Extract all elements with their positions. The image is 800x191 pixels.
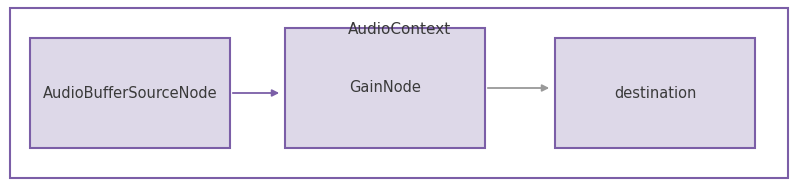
Bar xyxy=(10,8,788,178)
Text: GainNode: GainNode xyxy=(349,80,421,96)
Bar xyxy=(30,38,230,148)
Bar xyxy=(555,38,755,148)
Bar xyxy=(285,28,485,148)
Text: destination: destination xyxy=(614,86,696,100)
Text: AudioContext: AudioContext xyxy=(348,22,452,37)
Text: AudioBufferSourceNode: AudioBufferSourceNode xyxy=(42,86,218,100)
